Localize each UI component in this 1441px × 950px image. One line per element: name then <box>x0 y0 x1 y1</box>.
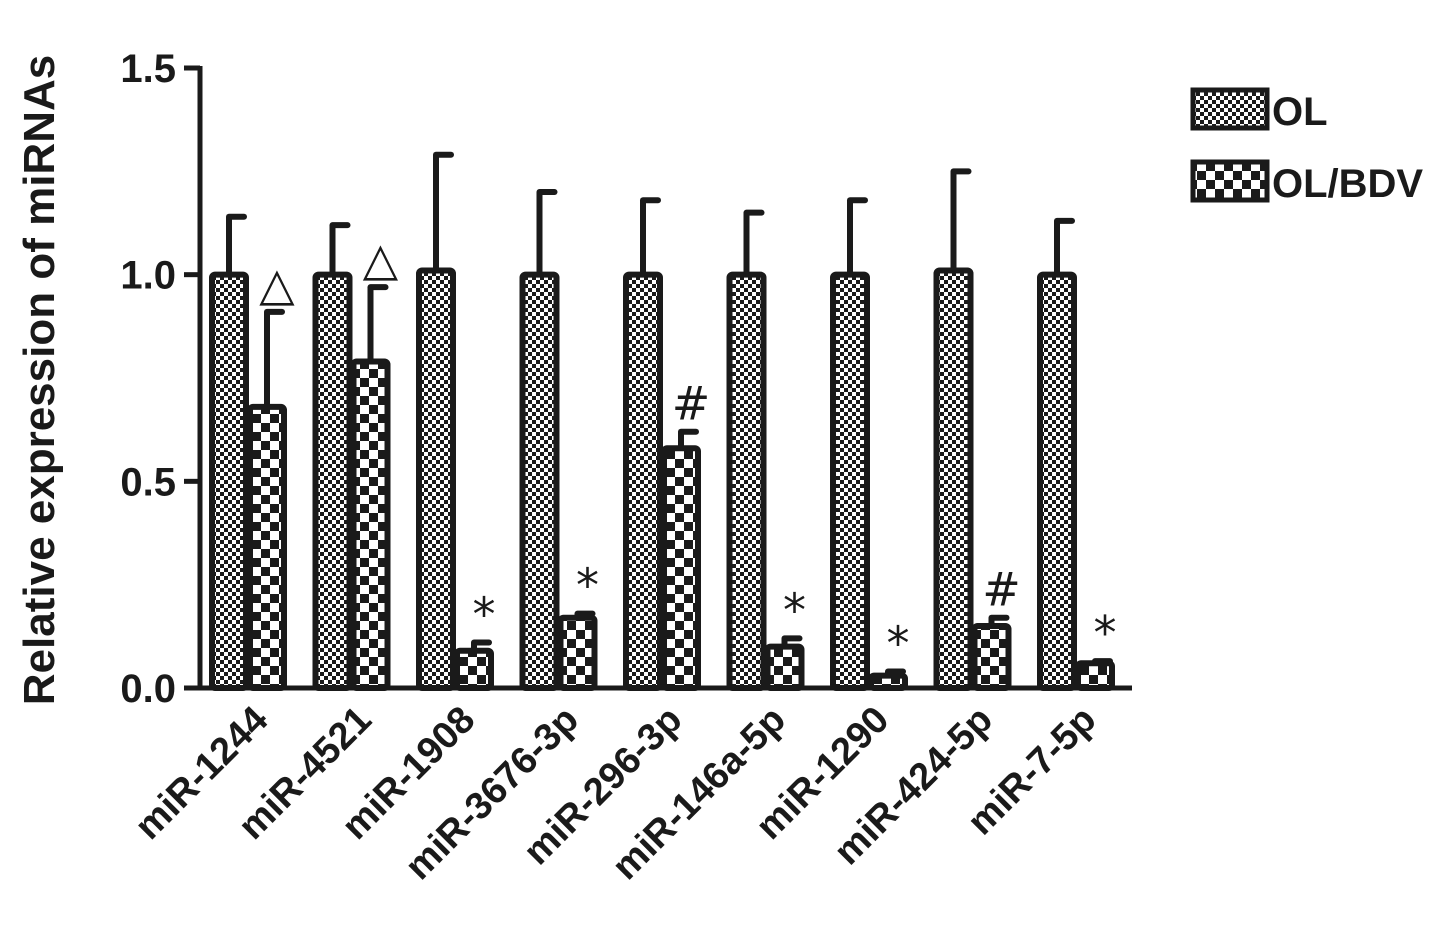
legend-swatch-ol <box>1190 87 1270 131</box>
legend-label-ol: OL <box>1272 90 1328 134</box>
legend-swatch-ol-bdv <box>1190 159 1270 203</box>
bar-ol-bdv <box>350 358 391 691</box>
bar-ol <box>933 267 974 691</box>
bar-ol <box>623 271 663 691</box>
significance-marker: * <box>576 559 599 613</box>
y-tick-label: 0.0 <box>120 667 176 711</box>
bar-ol <box>416 267 456 691</box>
bar-ol-bdv <box>971 623 1012 691</box>
significance-marker: # <box>982 563 1021 617</box>
annotations: △ △ * * # * * # * <box>259 232 1116 670</box>
bar-ol-bdv <box>764 643 805 692</box>
bar-ol <box>726 271 767 691</box>
bar-ol-bdv <box>868 672 908 691</box>
bar-ol-bdv <box>1075 660 1115 692</box>
significance-marker: * <box>783 583 806 637</box>
y-tick-label: 1.5 <box>120 47 176 91</box>
y-axis-title: Relative expression of miRNAs <box>15 55 64 705</box>
bar-ol <box>312 271 353 691</box>
significance-marker: # <box>672 377 711 431</box>
bar-ol-bdv <box>454 647 494 691</box>
significance-marker: △ <box>363 232 399 286</box>
legend: OL OL/BDV <box>1190 87 1423 206</box>
significance-marker: * <box>1094 606 1117 660</box>
significance-marker: * <box>473 588 496 642</box>
bar-ol <box>1037 271 1077 691</box>
bar-ol <box>209 271 249 691</box>
significance-marker: △ <box>259 257 295 311</box>
significance-marker: * <box>887 616 910 670</box>
bar-ol-bdv <box>661 445 701 691</box>
bar-ol-bdv <box>557 614 598 692</box>
y-tick-label: 0.5 <box>120 460 176 504</box>
bar-ol <box>830 271 870 691</box>
bar-ol <box>519 271 560 691</box>
legend-label-ol-bdv: OL/BDV <box>1272 162 1423 206</box>
bar-ol-bdv <box>247 403 287 691</box>
y-tick-label: 1.0 <box>120 254 176 298</box>
